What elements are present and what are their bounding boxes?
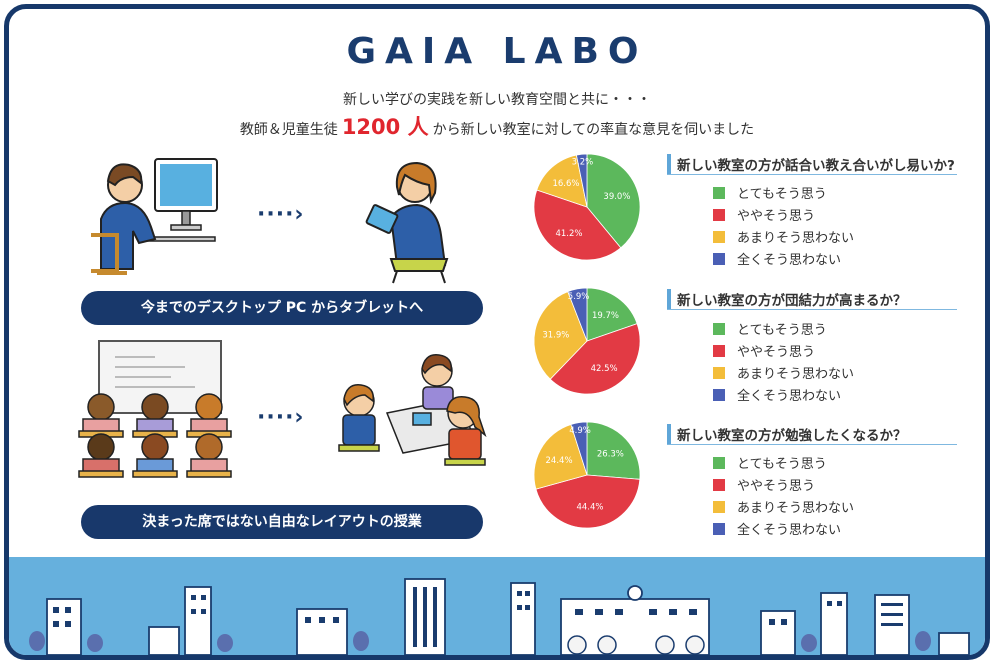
- legend-label: あまりそう思わない: [737, 501, 855, 516]
- swatch-yellow: [713, 367, 725, 379]
- legend-label: ややそう思う: [737, 209, 816, 224]
- legend-1-somewhat: ややそう思う: [713, 209, 815, 225]
- swatch-yellow: [713, 231, 725, 243]
- question-1-title: 新しい教室の方が話合い教え合いがし易いか?: [667, 154, 967, 174]
- legend-label: とてもそう思う: [737, 323, 827, 338]
- legend-label: 全くそう思わない: [737, 389, 842, 404]
- city-skyline-illustration: [29, 578, 970, 655]
- legend-3-not-much: あまりそう思わない: [713, 501, 854, 517]
- pie-slice-red: [549, 323, 641, 395]
- pie-slice-label: 31.9%: [542, 331, 569, 341]
- legend-label: ややそう思う: [737, 345, 816, 360]
- legend-label: あまりそう思わない: [737, 367, 855, 382]
- pie-slice-green: [586, 421, 641, 480]
- tablet-student-illustration: [365, 161, 449, 284]
- swatch-green: [713, 323, 725, 335]
- pie-slice-blue: [567, 287, 588, 342]
- transition-arrow-1: ····›: [257, 202, 305, 227]
- city-skyline-band: [9, 557, 985, 655]
- pie-slice-label: 4.9%: [569, 426, 591, 436]
- legend-label: ややそう思う: [737, 479, 816, 494]
- pie-slice-label: 3.2%: [572, 158, 594, 168]
- subtitle-prefix: 教師＆児童生徒: [239, 122, 338, 138]
- swatch-blue: [713, 253, 725, 265]
- pie-slice-blue: [570, 421, 588, 476]
- page-title: GAIA LABO: [346, 31, 648, 72]
- pie-slice-blue: [575, 153, 588, 208]
- swatch-blue: [713, 389, 725, 401]
- pie-slice-label: 5.9%: [568, 292, 590, 302]
- subtitle-line-2: 教師＆児童生徒 1200 人から新しい教室に対しての率直な意見を伺いました: [9, 111, 985, 141]
- legend-1-not-at-all: 全くそう思わない: [713, 253, 841, 269]
- legend-label: とてもそう思う: [737, 457, 827, 472]
- caption-free-layout: 決まった席ではない自由なレイアウトの授業: [81, 505, 483, 539]
- pie-slice-label: 26.3%: [597, 449, 624, 459]
- question-2-title: 新しい教室の方が団結力が高まるか？: [667, 289, 967, 309]
- legend-3-very: とてもそう思う: [713, 457, 827, 473]
- question-1-underline: [667, 174, 957, 175]
- swatch-yellow: [713, 501, 725, 513]
- pie-slice-label: 19.7%: [592, 311, 619, 321]
- pie-slice-yellow: [533, 291, 588, 380]
- legend-label: あまりそう思わない: [737, 231, 855, 246]
- legend-2-not-much: あまりそう思わない: [713, 367, 854, 383]
- pie-chart-motivation: 26.3% 44.4% 24.4% 4.9%: [533, 421, 641, 529]
- swatch-red: [713, 209, 725, 221]
- pie-slice-red: [535, 474, 641, 529]
- desktop-pc-illustration: [91, 158, 218, 275]
- legend-label: 全くそう思わない: [737, 253, 842, 268]
- pie-slice-yellow: [536, 154, 588, 208]
- swatch-red: [713, 479, 725, 491]
- pie-slice-label: 24.4%: [546, 456, 573, 466]
- pie-slice-label: 41.2%: [555, 229, 582, 239]
- subtitle-suffix: から新しい教室に対しての率直な意見を伺いました: [432, 122, 755, 138]
- legend-label: 全くそう思わない: [737, 523, 842, 538]
- swatch-red: [713, 345, 725, 357]
- pie-slice-label: 42.5%: [591, 364, 618, 374]
- question-3-underline: [667, 444, 957, 445]
- pie-chart-teamwork: 19.7% 42.5% 31.9% 5.9%: [533, 287, 641, 395]
- respondent-count: 1200 人: [341, 115, 429, 139]
- legend-1-very: とてもそう思う: [713, 187, 827, 203]
- legend-1-not-much: あまりそう思わない: [713, 231, 854, 247]
- pie-slice-label: 39.0%: [603, 192, 630, 202]
- pie-slice-green: [586, 153, 641, 249]
- swatch-blue: [713, 523, 725, 535]
- subtitle-line-1: 新しい学びの実践を新しい教育空間と共に・・・: [343, 92, 651, 108]
- caption-desktop-to-tablet: 今までのデスクトップ PC からタブレットへ: [81, 291, 483, 325]
- question-3-title: 新しい教室の方が勉強したくなるか？: [667, 424, 967, 444]
- pie-slice-label: 16.6%: [552, 179, 579, 189]
- transition-arrow-2: ····›: [257, 405, 305, 430]
- group-learning-illustration: [338, 354, 487, 466]
- legend-3-somewhat: ややそう思う: [713, 479, 815, 495]
- pie-slice-yellow: [533, 423, 588, 490]
- legend-3-not-at-all: 全くそう思わない: [713, 523, 841, 539]
- infographic-frame: GAIA LABO 新しい学びの実践を新しい教育空間と共に・・・ 教師＆児童生徒…: [4, 4, 990, 660]
- pie-chart-discussion: 39.0% 41.2% 16.6% 3.2%: [533, 153, 641, 261]
- pie-slice-red: [533, 189, 622, 261]
- legend-2-not-at-all: 全くそう思わない: [713, 389, 841, 405]
- legend-2-very: とてもそう思う: [713, 323, 827, 339]
- swatch-green: [713, 457, 725, 469]
- swatch-green: [713, 187, 725, 199]
- question-2-underline: [667, 309, 957, 310]
- traditional-classroom-illustration: [78, 340, 232, 478]
- legend-2-somewhat: ややそう思う: [713, 345, 815, 361]
- pie-slice-label: 44.4%: [576, 503, 603, 513]
- legend-label: とてもそう思う: [737, 187, 827, 202]
